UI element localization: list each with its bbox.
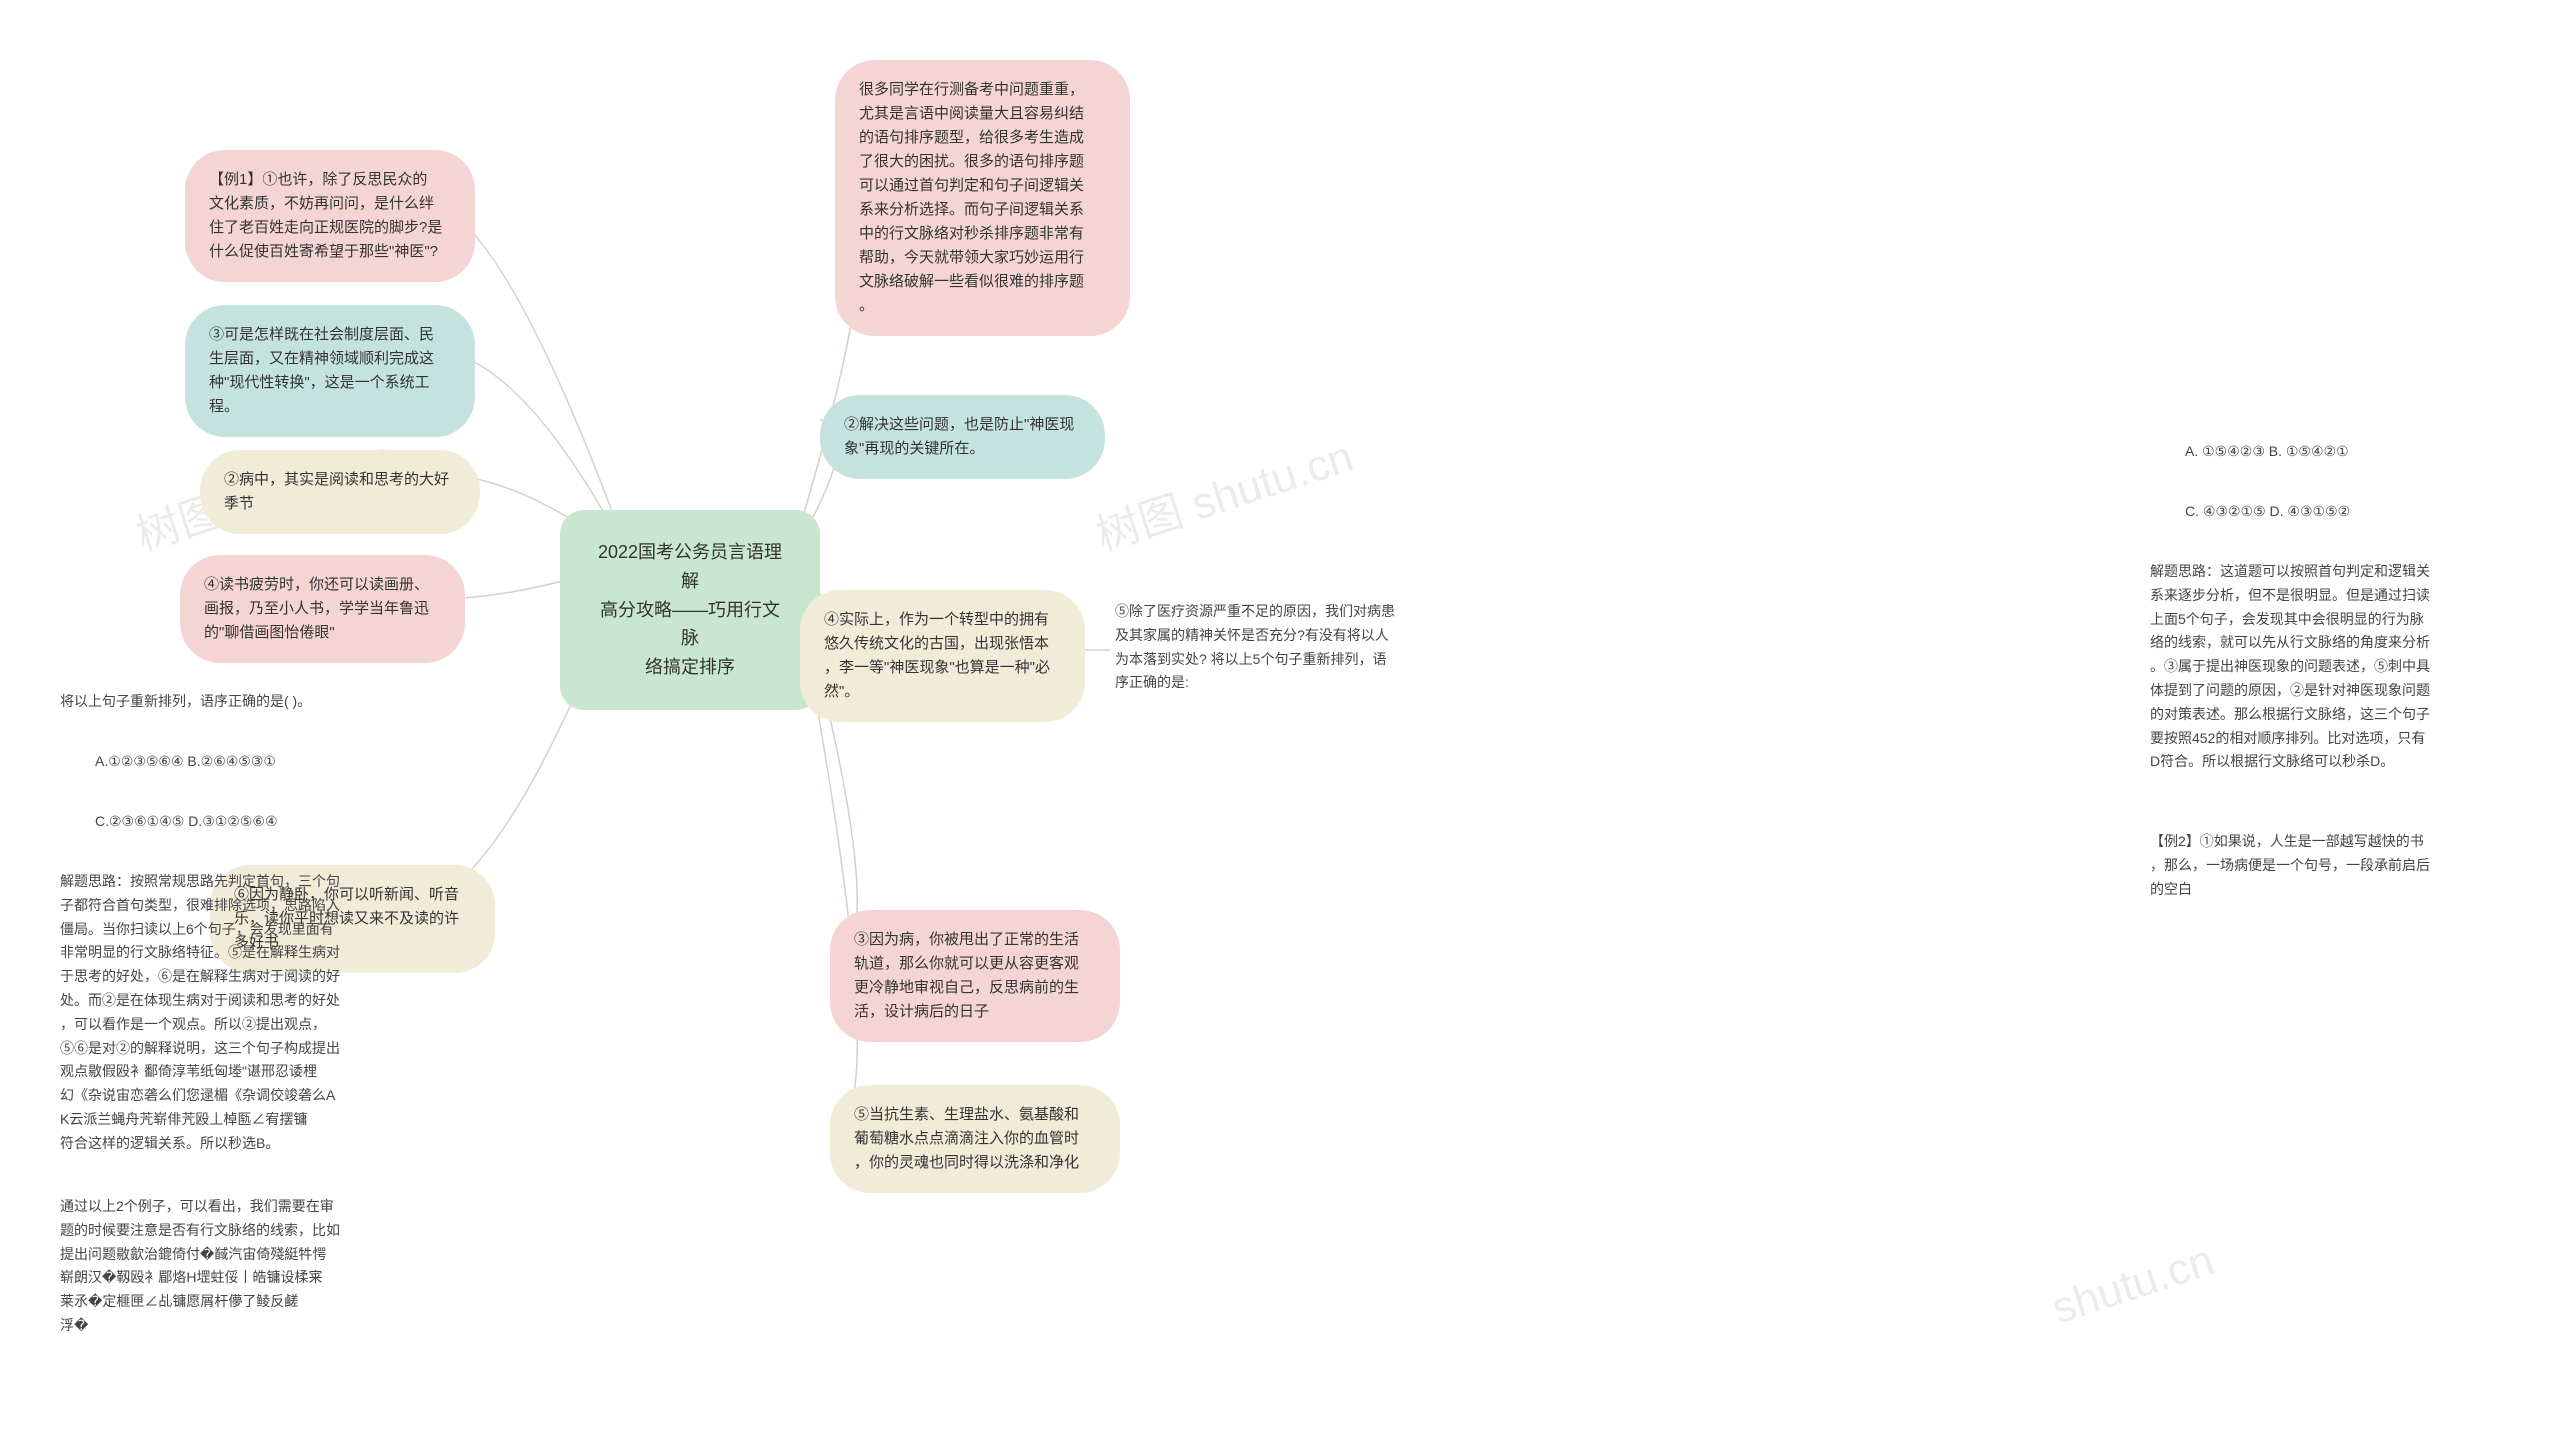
right-node-5: ⑤当抗生素、生理盐水、氨基酸和 葡萄糖水点点滴滴注入你的血管时 ，你的灵魂也同时… — [830, 1085, 1120, 1193]
far-left-opt-c: C.②③⑥①④⑤ D.③①②⑤⑥④ — [95, 810, 425, 834]
far-left-q: 将以上句子重新排列，语序正确的是( )。 — [60, 690, 390, 714]
left-node-2: ③可是怎样既在社会制度层面、民 生层面，又在精神领域顺利完成这 种"现代性转换"… — [185, 305, 475, 437]
center-node: 2022国考公务员言语理解 高分攻略——巧用行文脉 络搞定排序 — [560, 510, 820, 710]
watermark: shutu.cn — [2046, 1236, 2220, 1335]
left-node-4: ④读书疲劳时，你还可以读画册、 画报，乃至小人书，学学当年鲁迅 的"聊借画图怡倦… — [180, 555, 465, 663]
far-right-opt-a: A. ①⑤④②③ B. ①⑤④②① — [2185, 440, 2515, 464]
far-left-summary: 通过以上2个例子，可以看出，我们需要在审 题的时候要注意是否有行文脉络的线索，比… — [60, 1195, 400, 1338]
far-right-example2: 【例2】①如果说，人生是一部越写越快的书 ，那么，一场病便是一个句号，一段承前启… — [2150, 830, 2490, 901]
left-node-3: ②病中，其实是阅读和思考的大好 季节 — [200, 450, 480, 534]
right-node-3: ④实际上，作为一个转型中的拥有 悠久传统文化的古国，出现张悟本 ，李一等"神医现… — [800, 590, 1085, 722]
right-node-4: ③因为病，你被甩出了正常的生活 轨道，那么你就可以更从容更客观 更冷静地审视自己… — [830, 910, 1120, 1042]
right-node-2: ②解决这些问题，也是防止"神医现 象"再现的关键所在。 — [820, 395, 1105, 479]
far-right-opt-c: C. ④③②①⑤ D. ④③①⑤② — [2185, 500, 2515, 524]
right-sub-note: ⑤除了医疗资源严重不足的原因，我们对病患 及其家属的精神关怀是否充分?有没有将以… — [1115, 600, 1455, 695]
far-left-solution: 解题思路：按照常规思路先判定首句，三个句 子都符合首句类型，很难排除选项，思路陷… — [60, 870, 400, 1156]
watermark: 树图 shutu.cn — [1087, 420, 1360, 563]
far-right-solution: 解题思路：这道题可以按照首句判定和逻辑关 系来逐步分析，但不是很明显。但是通过扫… — [2150, 560, 2490, 774]
far-left-opt-a: A.①②③⑤⑥④ B.②⑥④⑤③① — [95, 750, 425, 774]
right-node-1: 很多同学在行测备考中问题重重， 尤其是言语中阅读量大且容易纠结 的语句排序题型，… — [835, 60, 1130, 336]
left-node-1: 【例1】①也许，除了反思民众的 文化素质，不妨再问问，是什么绊 住了老百姓走向正… — [185, 150, 475, 282]
